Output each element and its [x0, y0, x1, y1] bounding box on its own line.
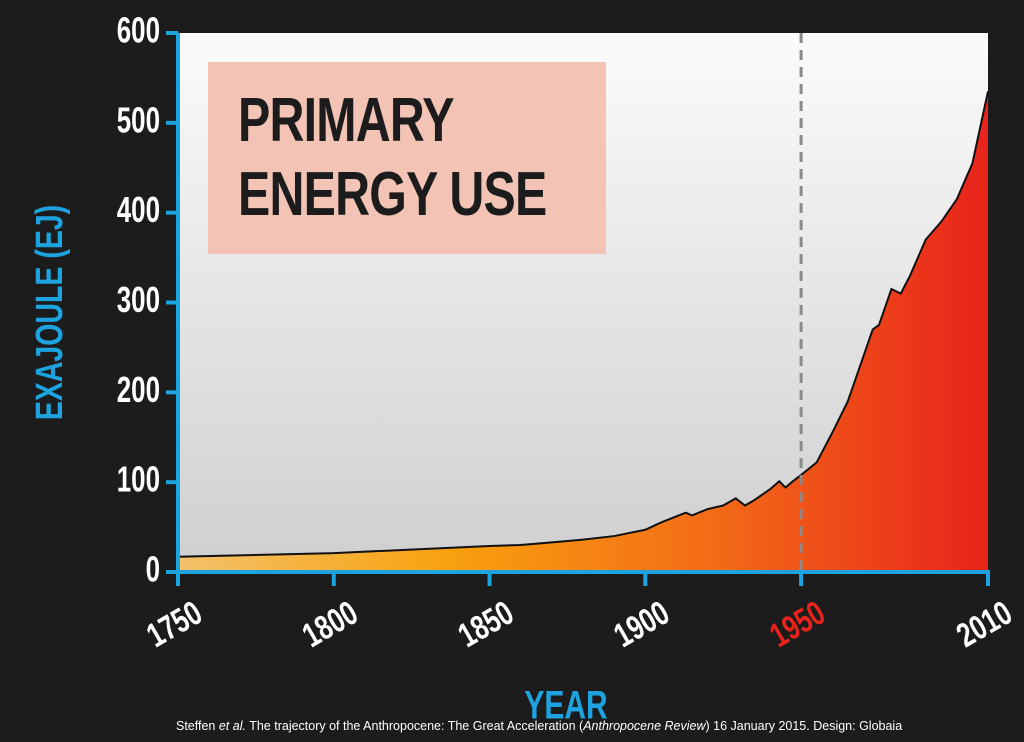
area-fill [178, 91, 988, 573]
source-part: Steffen [176, 719, 219, 733]
source-part: The trajectory of the Anthropocene: The … [245, 719, 584, 733]
source-part: ) 16 January 2015. Design: Globaia [705, 719, 903, 733]
y-tick-label: 600 [117, 10, 160, 50]
x-tick-label: 1850 [452, 594, 520, 655]
chart-title-text: PRIMARY ENERGY USE [238, 86, 547, 229]
y-axis-label: EXAJOULE (EJ) [29, 205, 71, 420]
y-tick-label: 0 [146, 549, 160, 589]
chart-title: PRIMARY ENERGY USE [208, 62, 606, 254]
y-tick-label: 300 [117, 280, 160, 320]
y-tick-label: 200 [117, 370, 160, 410]
y-tick-label: 400 [117, 190, 160, 230]
x-tick-label: 1900 [608, 594, 676, 655]
x-tick-label: 1950 [764, 594, 832, 655]
area-line [177, 91, 989, 558]
x-tick-label: 1750 [141, 594, 209, 655]
x-tick-label: 2010 [951, 594, 1019, 655]
y-tick-label: 100 [117, 460, 160, 500]
source-part: et al. [218, 719, 246, 733]
source-part: Anthropocene Review [583, 719, 706, 733]
y-tick-label: 500 [117, 100, 160, 140]
source-note: Steffen et al. The trajectory of the Ant… [176, 719, 903, 733]
x-tick-label: 1800 [296, 594, 364, 655]
